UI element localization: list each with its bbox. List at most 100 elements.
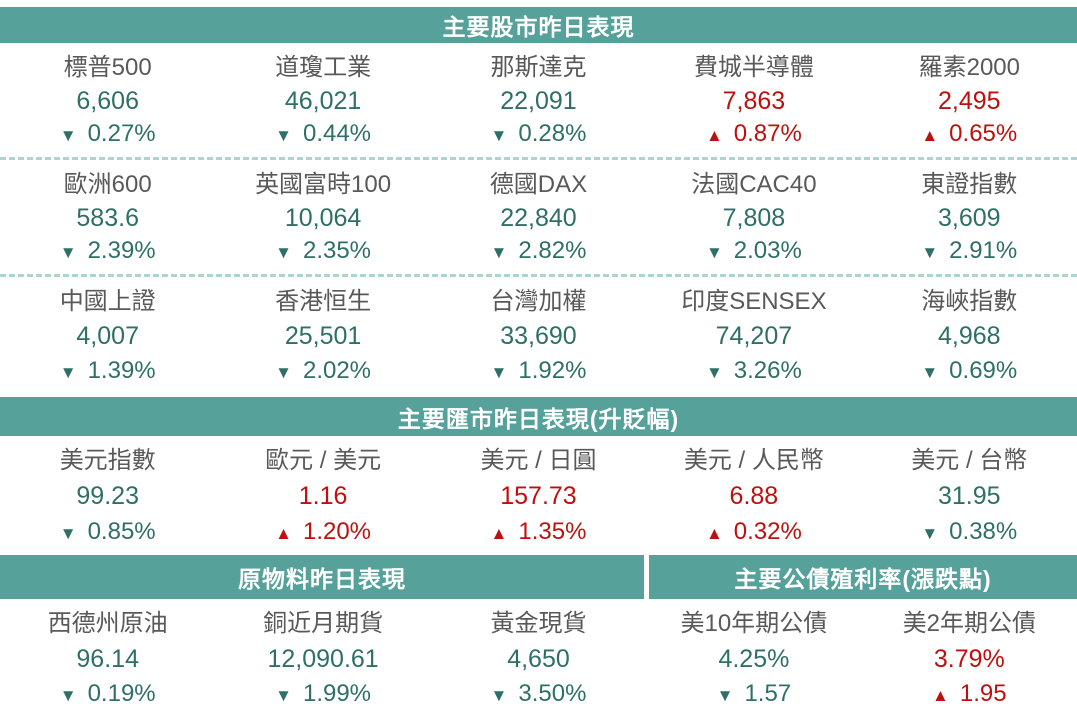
change-value: 0.19%	[87, 680, 156, 707]
instrument-value: 12,090.61	[267, 644, 379, 673]
change-value: 1.57	[744, 680, 792, 707]
instrument-change: ▲ 0.87%	[706, 122, 802, 146]
instrument-change: ▲ 1.95	[932, 682, 1007, 706]
instrument-change: ▼ 0.69%	[921, 359, 1017, 383]
instrument-value: 4.25%	[718, 644, 790, 673]
market-cell: 美元指數 99.23 ▼ 0.85%	[0, 436, 215, 555]
down-triangle-icon: ▼	[275, 125, 292, 145]
down-triangle-icon: ▼	[275, 242, 292, 262]
market-cell: 美元 / 日圓 157.73 ▲ 1.35%	[431, 436, 646, 555]
market-cell: 費城半導體 7,863 ▲ 0.87%	[646, 43, 861, 157]
market-cell: 美2年期公債 3.79% ▲ 1.95	[862, 599, 1077, 717]
instrument-change: ▼ 0.44%	[275, 122, 371, 146]
instrument-value: 1.16	[298, 482, 348, 510]
change-value: 2.02%	[302, 357, 372, 384]
market-cell: 歐洲600 583.6 ▼ 2.39%	[0, 160, 215, 274]
instrument-change: ▼ 1.92%	[491, 359, 587, 383]
down-triangle-icon: ▼	[921, 523, 939, 543]
instrument-value: 157.73	[500, 482, 577, 510]
instrument-value: 4,968	[938, 322, 1001, 350]
change-value: 2.39%	[87, 237, 156, 264]
instrument-value: 6.88	[729, 482, 779, 510]
down-triangle-icon: ▼	[59, 685, 77, 705]
market-row: 標普500 6,606 ▼ 0.27% 道瓊工業 46,021 ▼ 0.44% …	[0, 43, 1077, 160]
up-triangle-icon: ▲	[490, 523, 508, 543]
down-triangle-icon: ▼	[921, 242, 939, 262]
instrument-change: ▼ 0.85%	[60, 520, 156, 544]
change-value: 2.03%	[733, 237, 802, 264]
up-triangle-icon: ▲	[921, 125, 939, 145]
instrument-value: 7,863	[722, 86, 786, 115]
instrument-value: 31.95	[938, 482, 1001, 510]
instrument-value: 2,495	[938, 86, 1001, 115]
bottom-rows: 西德州原油 96.14 ▼ 0.19% 銅近月期貨 12,090.61 ▼ 1.…	[0, 599, 1077, 717]
up-triangle-icon: ▲	[705, 125, 723, 145]
change-value: 2.82%	[518, 237, 587, 264]
down-triangle-icon: ▼	[59, 362, 77, 382]
instrument-change: ▲ 0.32%	[706, 520, 802, 544]
change-value: 1.92%	[518, 357, 587, 384]
market-cell: 中國上證 4,007 ▼ 1.39%	[0, 277, 215, 394]
instrument-change: ▼ 0.28%	[491, 122, 587, 146]
market-cell: 美元 / 台幣 31.95 ▼ 0.38%	[862, 436, 1077, 555]
instrument-label: 中國上證	[59, 288, 156, 315]
instrument-label: 香港恒生	[275, 288, 372, 315]
instrument-change: ▲ 1.35%	[491, 520, 587, 544]
change-value: 0.85%	[87, 518, 156, 545]
down-triangle-icon: ▼	[716, 685, 734, 705]
instrument-value: 74,207	[715, 322, 793, 350]
up-triangle-icon: ▲	[275, 523, 292, 543]
change-value: 0.87%	[733, 120, 802, 147]
down-triangle-icon: ▼	[705, 242, 723, 262]
market-cell: 黃金現貨 4,650 ▼ 3.50%	[431, 599, 646, 717]
instrument-value: 25,501	[284, 322, 362, 350]
market-cell: 法國CAC40 7,808 ▼ 2.03%	[646, 160, 861, 274]
instrument-value: 22,091	[500, 86, 577, 115]
market-cell: 台灣加權 33,690 ▼ 1.92%	[431, 277, 646, 394]
change-value: 0.69%	[949, 357, 1018, 384]
instrument-label: 美10年期公債	[680, 610, 828, 637]
instrument-change: ▼ 2.82%	[491, 239, 587, 263]
instrument-change: ▼ 2.03%	[706, 239, 802, 263]
instrument-label: 印度SENSEX	[681, 288, 827, 315]
instrument-value: 10,064	[284, 203, 362, 232]
instrument-change: ▼ 1.39%	[60, 359, 156, 383]
instrument-change: ▼ 3.26%	[706, 359, 802, 383]
instrument-label: 台灣加權	[490, 288, 587, 315]
market-row: 歐洲600 583.6 ▼ 2.39% 英國富時100 10,064 ▼ 2.3…	[0, 160, 1077, 277]
market-cell: 銅近月期貨 12,090.61 ▼ 1.99%	[215, 599, 430, 717]
instrument-label: 海峽指數	[921, 288, 1018, 315]
market-row: 中國上證 4,007 ▼ 1.39% 香港恒生 25,501 ▼ 2.02% 台…	[0, 277, 1077, 394]
change-value: 3.50%	[518, 680, 587, 707]
instrument-label: 美元指數	[59, 447, 156, 474]
instrument-label: 標普500	[63, 54, 152, 81]
instrument-change: ▼ 0.19%	[60, 682, 156, 706]
market-cell: 德國DAX 22,840 ▼ 2.82%	[431, 160, 646, 274]
change-value: 1.99%	[302, 680, 372, 707]
instrument-value: 99.23	[76, 482, 139, 510]
instrument-label: 道瓊工業	[275, 54, 372, 81]
down-triangle-icon: ▼	[275, 362, 292, 382]
change-value: 1.95	[959, 680, 1007, 707]
market-cell: 東證指數 3,609 ▼ 2.91%	[862, 160, 1077, 274]
instrument-label: 西德州原油	[47, 610, 168, 637]
market-cell: 香港恒生 25,501 ▼ 2.02%	[215, 277, 430, 394]
market-cell: 印度SENSEX 74,207 ▼ 3.26%	[646, 277, 861, 394]
instrument-value: 33,690	[500, 322, 577, 350]
market-cell: 道瓊工業 46,021 ▼ 0.44%	[215, 43, 430, 157]
up-triangle-icon: ▲	[705, 523, 723, 543]
market-cell: 羅素2000 2,495 ▲ 0.65%	[862, 43, 1077, 157]
instrument-value: 6,606	[76, 86, 139, 115]
down-triangle-icon: ▼	[490, 242, 508, 262]
bottom-section-headers: 原物料昨日表現 主要公債殖利率(漲跌點)	[0, 555, 1077, 599]
instrument-label: 費城半導體	[693, 54, 814, 81]
change-value: 2.91%	[949, 237, 1018, 264]
down-triangle-icon: ▼	[705, 362, 723, 382]
instrument-change: ▼ 3.50%	[491, 682, 587, 706]
instrument-label: 美2年期公債	[902, 610, 1036, 637]
up-triangle-icon: ▲	[932, 685, 949, 705]
instrument-value: 4,007	[76, 322, 139, 350]
market-cell: 那斯達克 22,091 ▼ 0.28%	[431, 43, 646, 157]
change-value: 0.44%	[302, 120, 372, 147]
